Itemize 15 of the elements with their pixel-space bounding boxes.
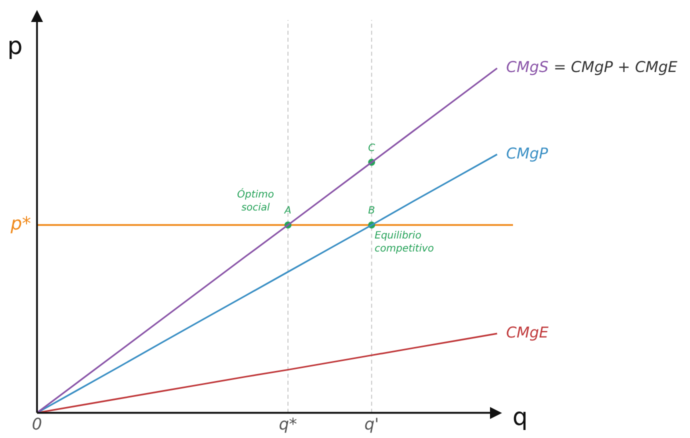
series-label: CMgS [506, 58, 550, 76]
ref-line-label: p* [10, 214, 31, 235]
x-tick-label: q* [278, 414, 298, 434]
annotation: A [284, 206, 292, 217]
text: = CMgP + CMgE [554, 58, 678, 76]
annotation: Óptimo social [237, 188, 274, 214]
series-label: CMgE [506, 323, 550, 342]
y-axis-title: p [7, 32, 23, 60]
x-axis-title: q [512, 403, 528, 432]
annotation: B [368, 206, 376, 217]
annotation: C [368, 142, 376, 154]
x-tick-label: q' [364, 414, 379, 434]
annotation: Equilibrio competitivo [374, 230, 434, 255]
series-label: CMgP [506, 144, 550, 162]
x-tick-label: 0 [32, 414, 42, 434]
